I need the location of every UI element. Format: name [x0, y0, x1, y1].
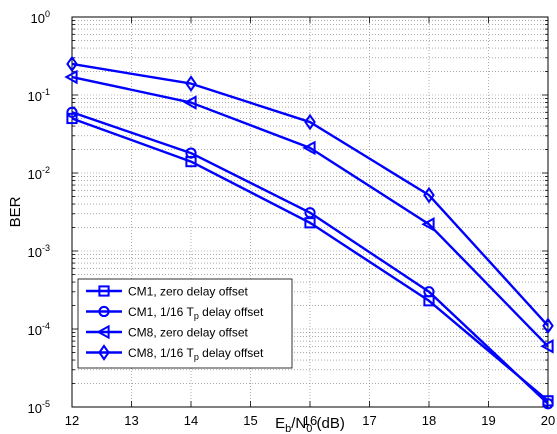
series-layer	[64, 55, 554, 410]
legend-label: CM1, zero delay offset	[128, 285, 249, 299]
series-line	[71, 75, 549, 348]
x-tick-label: 16	[303, 413, 317, 428]
data-point	[302, 140, 316, 156]
data-point	[66, 55, 78, 73]
y-tick-label: 100	[31, 9, 50, 26]
x-tick-label: 15	[243, 413, 257, 428]
data-point	[64, 69, 78, 85]
data-point	[542, 398, 554, 410]
data-point	[185, 75, 197, 92]
legend-label: CM8, zero delay offset	[128, 326, 249, 340]
series-line	[71, 111, 549, 405]
x-tick-label: 14	[184, 413, 198, 428]
legend-marker	[96, 324, 110, 340]
legend-label: CM1, 1/16 Tp delay offset	[128, 305, 264, 321]
y-tick-label: 10-5	[28, 399, 50, 416]
series-line	[71, 62, 549, 327]
legend-entry: CM1, 1/16 Tp delay offset	[86, 305, 264, 321]
y-tick-label: 10-3	[28, 243, 50, 260]
data-point	[66, 106, 78, 118]
legend-marker	[98, 344, 110, 361]
series-2	[66, 106, 554, 410]
x-tick-label: 12	[65, 413, 79, 428]
data-point	[304, 113, 316, 131]
legend: CM1, zero delay offset CM1, 1/16 Tp delay…	[77, 278, 293, 369]
x-tick-label: 13	[124, 413, 138, 428]
y-tick-label: 10-4	[28, 321, 50, 338]
x-tick-label: 20	[541, 413, 555, 428]
axis-ticks: 12 13 14 15 16 17 18 19 20 10-5 10-4 10-3 10-2 10-1 10…	[28, 9, 556, 428]
x-tick-label: 18	[422, 413, 436, 428]
legend-entry: CM1, zero delay offset	[86, 285, 249, 299]
legend-marker	[98, 305, 110, 318]
data-point	[423, 286, 435, 298]
y-tick-label: 10-1	[28, 87, 50, 104]
y-tick-label: 10-2	[28, 165, 50, 182]
series-4	[66, 55, 554, 335]
series-line	[71, 117, 549, 402]
legend-marker	[98, 285, 110, 297]
legend-label: CM8, 1/16 Tp delay offset	[128, 346, 264, 362]
legend-entry: CM8, zero delay offset	[86, 324, 249, 340]
x-tick-label: 19	[481, 413, 495, 428]
data-point	[183, 95, 197, 110]
y-axis-label: BER	[7, 196, 24, 227]
data-point	[540, 339, 554, 354]
data-point	[421, 217, 435, 232]
data-point	[185, 147, 197, 159]
axis-labels: Eb/N0 (dB) BER	[7, 196, 345, 434]
series-3	[64, 69, 554, 354]
x-tick-label: 17	[362, 413, 376, 428]
legend-entry: CM8, 1/16 Tp delay offset	[86, 344, 264, 362]
data-point	[304, 207, 316, 219]
data-point	[542, 317, 554, 335]
data-point	[66, 112, 78, 125]
x-axis-label: Eb/N0 (dB)	[275, 415, 345, 434]
data-point	[423, 186, 435, 204]
